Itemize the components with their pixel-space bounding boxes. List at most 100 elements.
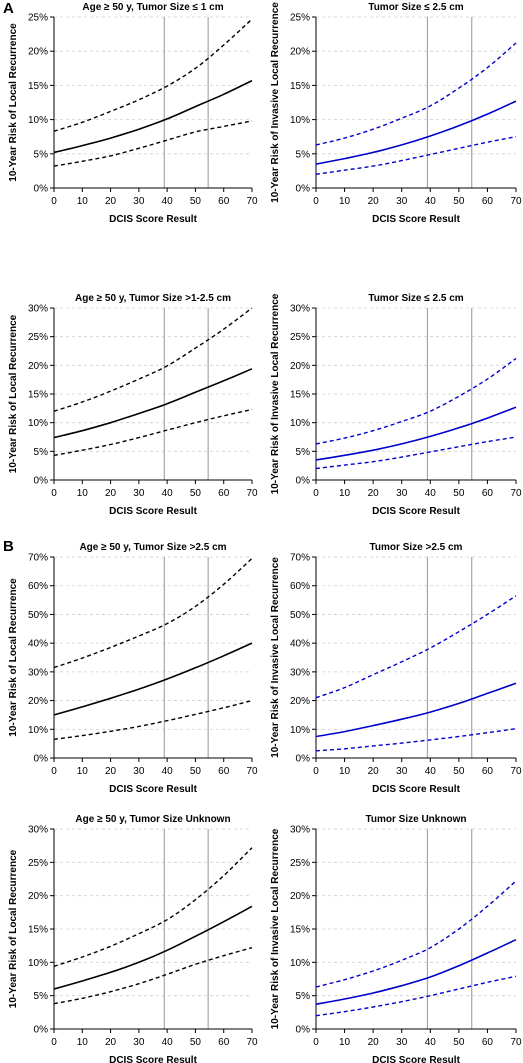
x-tick-label: 30	[133, 766, 145, 777]
chart-panel-5: 0% 10% 20% 30% 40% 50% 60% 70% 0 10 20 30 40 50 60 70 Ag…	[8, 542, 258, 795]
x-tick-label: 10	[77, 1037, 89, 1048]
chart-panel-6: 0% 10% 20% 30% 40% 50% 60% 70% 0 10 20 30 40 50 60 70 Tu…	[270, 542, 522, 795]
x-tick-label: 30	[133, 196, 145, 207]
x-tick-label: 0	[313, 488, 319, 499]
series-line-lower	[315, 136, 517, 175]
chart-title: Tumor Size >2.5 cm	[370, 542, 463, 553]
chart-panel-2: 0% 5% 10% 15% 20% 25% 0 10 20 30 40 50 60 70 Tumor Siz…	[270, 2, 522, 225]
x-tick-label: 50	[190, 1037, 202, 1048]
y-tick-label: 0%	[296, 1025, 311, 1036]
y-tick-label: 10%	[28, 115, 48, 126]
chart-title: Age ≥ 50 y, Tumor Size Unknown	[75, 814, 230, 825]
x-tick-label: 60	[482, 766, 494, 777]
y-tick-label: 40%	[28, 639, 48, 650]
series-line-upper	[315, 880, 517, 988]
x-tick-label: 20	[105, 1037, 117, 1048]
y-tick-label: 5%	[34, 149, 49, 160]
x-tick-label: 0	[51, 766, 57, 777]
x-tick-label: 70	[246, 1037, 258, 1048]
y-tick-label: 15%	[28, 390, 48, 401]
x-tick-label: 30	[396, 488, 408, 499]
y-tick-label: 20%	[290, 696, 310, 707]
y-axis-label: 10-Year Risk of Local Recurrence	[8, 578, 19, 737]
y-tick-label: 60%	[290, 581, 310, 592]
x-tick-label: 70	[510, 196, 522, 207]
x-tick-label: 20	[368, 766, 380, 777]
x-tick-label: 60	[482, 196, 494, 207]
x-tick-label: 0	[51, 1037, 57, 1048]
x-tick-label: 20	[105, 766, 117, 777]
y-tick-label: 50%	[28, 610, 48, 621]
y-tick-label: 15%	[290, 81, 310, 92]
series-line-lower	[53, 408, 253, 456]
y-axis-label: 10-Year Risk of Local Recurrence	[8, 849, 19, 1008]
x-tick-label: 30	[396, 766, 408, 777]
y-tick-label: 10%	[28, 958, 48, 969]
x-tick-label: 40	[425, 1037, 437, 1048]
y-tick-label: 10%	[290, 725, 310, 736]
x-tick-label: 70	[510, 488, 522, 499]
chart-panel-3: 0% 5% 10% 15% 20% 25% 30% 0 10 20 30 40 50 60 70 Age ≥ …	[8, 293, 258, 517]
y-tick-label: 20%	[28, 361, 48, 372]
x-tick-label: 40	[425, 488, 437, 499]
y-tick-label: 30%	[290, 304, 310, 315]
x-axis-label: DCIS Score Result	[372, 784, 460, 795]
y-tick-label: 0%	[34, 754, 49, 765]
y-tick-label: 25%	[28, 332, 48, 343]
y-tick-label: 30%	[290, 667, 310, 678]
x-tick-label: 0	[313, 196, 319, 207]
y-tick-label: 30%	[290, 825, 310, 836]
y-tick-label: 25%	[28, 858, 48, 869]
x-tick-label: 30	[133, 1037, 145, 1048]
y-tick-label: 20%	[290, 891, 310, 902]
x-tick-label: 50	[190, 766, 202, 777]
x-axis-label: DCIS Score Result	[372, 214, 460, 225]
y-tick-label: 10%	[290, 418, 310, 429]
chart-panel-1: 0% 5% 10% 15% 20% 25% 0 10 20 30 40 50 60 70 Age ≥ 50 …	[8, 2, 258, 225]
x-tick-label: 20	[368, 1037, 380, 1048]
y-tick-label: 10%	[290, 115, 310, 126]
x-tick-label: 70	[246, 766, 258, 777]
chart-title: Tumor Size ≤ 2.5 cm	[368, 293, 463, 304]
series-line-lower	[315, 728, 517, 752]
x-tick-label: 40	[425, 766, 437, 777]
y-tick-label: 15%	[290, 390, 310, 401]
series-line-upper	[53, 557, 253, 669]
x-tick-label: 60	[218, 196, 230, 207]
x-tick-label: 60	[218, 488, 230, 499]
x-tick-label: 40	[425, 196, 437, 207]
series-line-lower	[53, 699, 253, 740]
series-line-lower	[315, 436, 517, 470]
x-tick-label: 60	[218, 766, 230, 777]
x-tick-label: 40	[162, 1037, 174, 1048]
x-tick-label: 0	[313, 1037, 319, 1048]
series-line-estimate	[53, 79, 253, 154]
y-tick-label: 15%	[28, 81, 48, 92]
y-tick-label: 25%	[290, 858, 310, 869]
chart-title: Age ≥ 50 y, Tumor Size >2.5 cm	[79, 542, 226, 553]
y-tick-label: 10%	[28, 725, 48, 736]
y-tick-label: 5%	[296, 149, 311, 160]
x-tick-label: 70	[510, 1037, 522, 1048]
series-line-upper	[53, 307, 253, 412]
x-tick-label: 30	[396, 1037, 408, 1048]
x-tick-label: 70	[246, 196, 258, 207]
y-tick-label: 0%	[296, 184, 311, 195]
series-line-lower	[53, 120, 253, 167]
y-tick-label: 30%	[28, 667, 48, 678]
x-tick-label: 50	[453, 196, 465, 207]
x-tick-label: 60	[218, 1037, 230, 1048]
series-line-upper	[315, 42, 517, 146]
y-tick-label: 0%	[34, 1025, 49, 1036]
x-tick-label: 50	[453, 488, 465, 499]
series-line-estimate	[53, 368, 253, 439]
chart-title: Age ≥ 50 y, Tumor Size >1-2.5 cm	[75, 293, 231, 304]
y-axis-label: 10-Year Risk of Local Recurrence	[8, 23, 19, 182]
y-axis-label: 10-Year Risk of Invasive Local Recurrenc…	[270, 828, 281, 1029]
x-axis-label: DCIS Score Result	[109, 784, 197, 795]
series-line-lower	[315, 975, 517, 1017]
y-tick-label: 20%	[290, 361, 310, 372]
y-tick-label: 40%	[290, 639, 310, 650]
x-tick-label: 40	[162, 766, 174, 777]
series-line-lower	[53, 947, 253, 1005]
